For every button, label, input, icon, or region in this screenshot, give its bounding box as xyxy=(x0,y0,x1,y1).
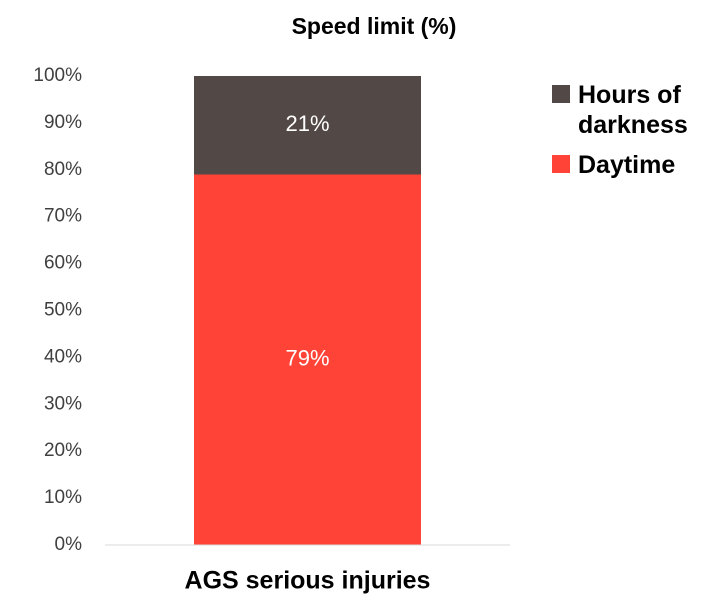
chart-title: Speed limit (%) xyxy=(292,13,457,39)
y-tick-label: 30% xyxy=(44,393,82,414)
legend-swatch xyxy=(552,155,570,173)
y-tick-label: 80% xyxy=(44,159,82,180)
y-tick-label: 100% xyxy=(33,65,82,86)
data-label: 79% xyxy=(285,346,329,371)
y-tick-label: 40% xyxy=(44,346,82,367)
legend-item: Hours of darkness xyxy=(552,80,722,140)
y-tick-label: 50% xyxy=(44,300,82,321)
legend-item: Daytime xyxy=(552,150,722,180)
x-tick-label: AGS serious injuries xyxy=(185,567,431,595)
y-tick-label: 0% xyxy=(55,534,83,555)
y-tick-label: 70% xyxy=(44,206,82,227)
legend: Hours of darkness Daytime xyxy=(552,80,722,190)
y-tick-label: 60% xyxy=(44,253,82,274)
legend-swatch xyxy=(552,85,570,103)
y-tick-label: 20% xyxy=(44,440,82,461)
legend-label: Hours of darkness xyxy=(578,81,688,139)
y-tick-label: 10% xyxy=(44,487,82,508)
bar-segment xyxy=(194,76,421,175)
data-label: 21% xyxy=(285,111,329,136)
bar-segment xyxy=(194,174,421,546)
y-tick-label: 90% xyxy=(44,112,82,133)
legend-label: Daytime xyxy=(578,151,676,179)
